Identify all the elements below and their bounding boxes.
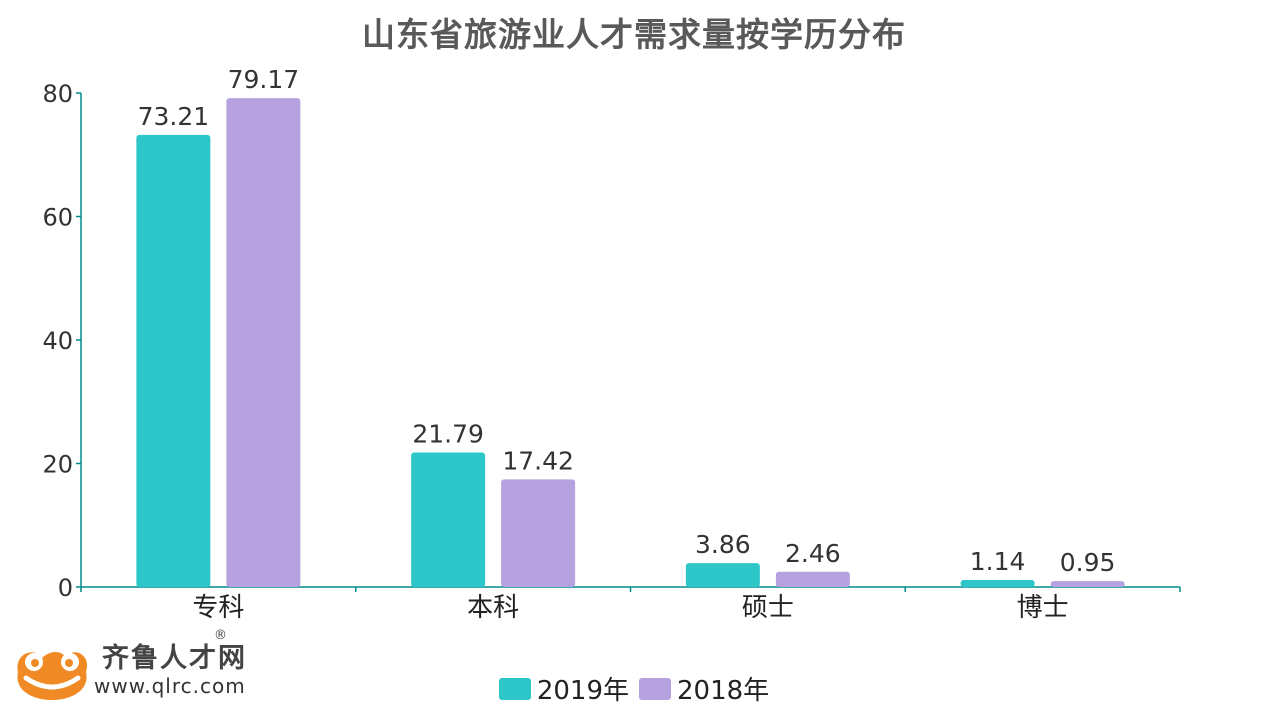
data-label: 73.21 — [138, 102, 210, 131]
site-logo: 齐鲁人才网 ® www.qlrc.com — [12, 628, 282, 704]
x-category-label: 专科 — [192, 593, 244, 623]
bar-2 — [775, 571, 850, 587]
bar-1 — [136, 134, 211, 587]
bar-2 — [1050, 581, 1125, 587]
data-label: 17.42 — [502, 446, 574, 475]
legend-label: 2018年 — [677, 676, 770, 706]
bar-2 — [501, 479, 576, 587]
x-category-label: 博士 — [1017, 593, 1069, 623]
bar-1 — [960, 579, 1035, 587]
x-category-label: 硕士 — [742, 593, 794, 623]
data-label: 3.86 — [695, 530, 751, 559]
legend-swatch — [498, 677, 531, 700]
legend-item[interactable]: 2019年 — [498, 670, 629, 707]
bar-1 — [411, 452, 486, 587]
logo-registered-mark: ® — [214, 628, 227, 643]
y-tick-label: 0 — [58, 574, 73, 602]
legend-label: 2019年 — [536, 676, 629, 706]
legend-item[interactable]: 2018年 — [639, 670, 769, 707]
y-tick-label: 20 — [42, 451, 73, 479]
bar-2 — [226, 98, 301, 588]
data-label: 0.95 — [1060, 548, 1116, 577]
data-label: 79.17 — [228, 65, 300, 94]
x-category-label: 本科 — [467, 593, 519, 623]
bar-1 — [685, 563, 760, 587]
frog-logo-icon — [17, 652, 88, 700]
y-tick-label: 80 — [42, 80, 73, 108]
legend: 2019年 2018年 — [0, 670, 1268, 707]
data-label: 1.14 — [970, 547, 1026, 576]
logo-name: 齐鲁人才网 — [102, 643, 247, 674]
legend-swatch — [639, 677, 671, 700]
logo-url: www.qlrc.com — [94, 674, 246, 698]
y-tick-label: 40 — [42, 327, 73, 355]
data-label: 2.46 — [785, 539, 841, 568]
chart-title: 山东省旅游业人才需求量按学历分布 — [362, 15, 906, 54]
y-tick-label: 60 — [42, 204, 73, 232]
data-label: 21.79 — [412, 419, 484, 448]
